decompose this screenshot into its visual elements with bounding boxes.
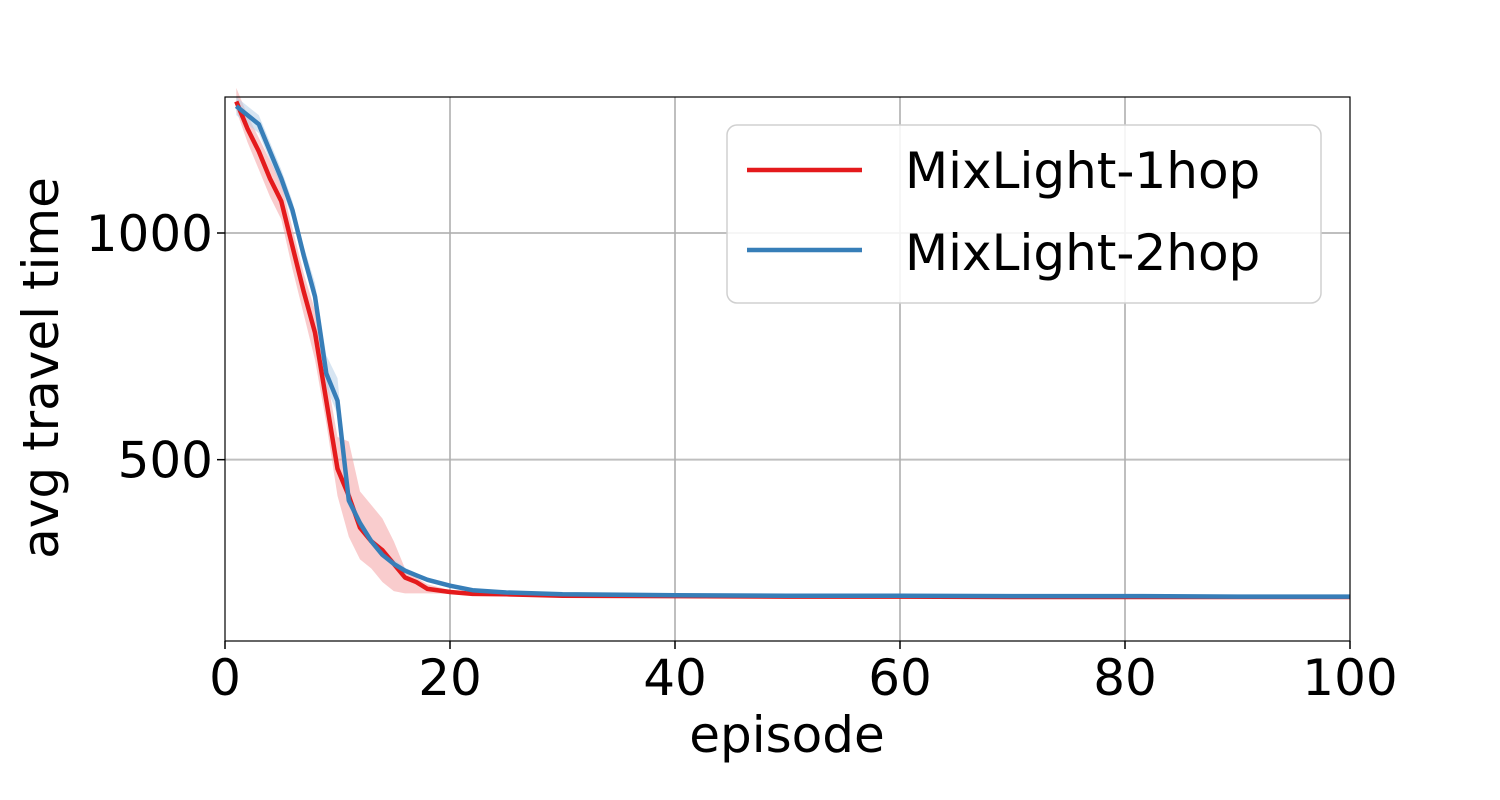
x-tick-label: 60: [868, 649, 932, 707]
x-tick-label: 0: [209, 649, 241, 707]
x-tick-label: 80: [1093, 649, 1157, 707]
y-axis-label: avg travel time: [12, 177, 70, 559]
x-tick-label: 100: [1302, 649, 1397, 707]
y-axis-ticks: 500 1000: [86, 205, 225, 490]
series-lines: [234, 100, 1350, 600]
series-line-mixlight-2hop: [234, 104, 1350, 599]
x-tick-label: 20: [418, 649, 482, 707]
legend-label-mixlight-2hop: MixLight-2hop: [905, 224, 1260, 282]
x-tick-label: 40: [643, 649, 707, 707]
x-axis-ticks: 0 20 40 60 80 100: [209, 641, 1398, 707]
y-tick-label: 500: [118, 432, 213, 490]
x-axis-label: episode: [689, 706, 885, 764]
legend-label-mixlight-1hop: MixLight-1hop: [905, 142, 1260, 200]
plot-frame: [224, 96, 1351, 642]
legend-box: [726, 124, 1322, 304]
legend: MixLight-1hop MixLight-2hop: [726, 124, 1322, 304]
y-tick-label: 1000: [86, 205, 213, 263]
